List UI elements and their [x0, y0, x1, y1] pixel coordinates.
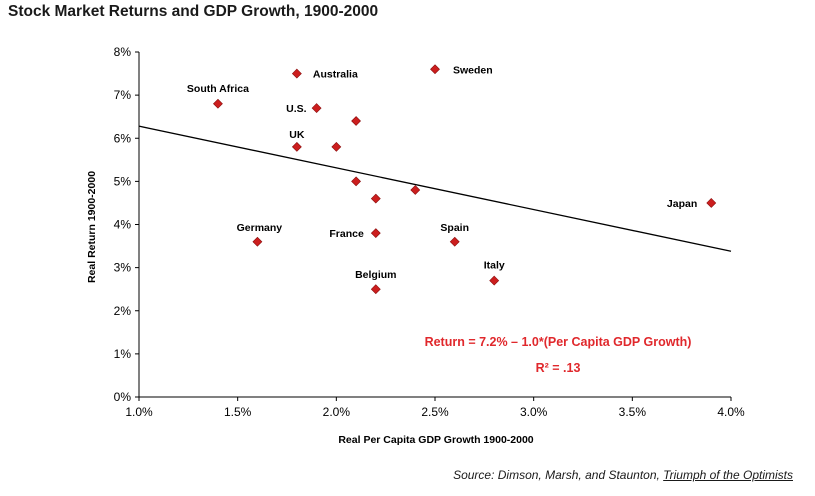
trendline: [138, 125, 732, 252]
data-point: [430, 64, 440, 75]
y-tick-label: 8%: [114, 45, 132, 59]
x-tick-label: 1.0%: [125, 405, 153, 419]
x-tick-label: 3.0%: [520, 405, 548, 419]
y-axis-title: Real Return 1900-2000: [86, 171, 98, 283]
x-tick-label: 1.5%: [224, 405, 252, 419]
y-tick-label: 0%: [114, 390, 132, 404]
data-point: [213, 98, 223, 109]
y-tick-label: 2%: [114, 304, 132, 318]
scatter-chart: 0% 1% 2% 3% 4% 5% 6% 7% 8% 1.0% 1.5% 2.0% 2.5% 3.0% 3.…: [86, 45, 745, 446]
data-point: [291, 68, 302, 79]
point-label: Japan: [667, 198, 697, 210]
regression-equation: Return = 7.2% – 1.0*(Per Capita GDP Grow…: [425, 335, 692, 349]
data-point: [370, 284, 381, 295]
point-label: Germany: [237, 222, 283, 234]
tick-labels: 0% 1% 2% 3% 4% 5% 6% 7% 8% 1.0% 1.5% 2.0% 2.5% 3.0% 3.…: [114, 45, 745, 419]
x-tick-label: 3.5%: [619, 405, 647, 419]
point-label: Italy: [484, 260, 505, 272]
data-point: [351, 116, 361, 126]
data-point: [252, 236, 263, 247]
r-squared: R² = .13: [536, 361, 581, 375]
point-label: France: [329, 228, 364, 240]
x-tick-label: 2.5%: [421, 405, 449, 419]
data-point: [370, 228, 381, 239]
x-tick-label: 4.0%: [717, 405, 745, 419]
point-label: Australia: [313, 69, 358, 81]
source-note: Source: Dimson, Marsh, and Staunton, Tri…: [453, 468, 793, 482]
point-label: Sweden: [453, 64, 493, 76]
point-label: Belgium: [355, 269, 396, 281]
point-label: U.S.: [286, 103, 307, 115]
x-tick-label: 2.0%: [323, 405, 351, 419]
y-tick-label: 5%: [114, 174, 132, 188]
y-tick-label: 6%: [114, 131, 132, 145]
chart-title: Stock Market Returns and GDP Growth, 190…: [8, 3, 379, 20]
point-labels: South Africa Australia U.S. UK Sweden Japan Ge…: [187, 64, 697, 281]
axes: [135, 51, 732, 401]
y-tick-label: 7%: [114, 88, 132, 102]
data-point: [370, 193, 381, 204]
source-book-title: Triumph of the Optimists: [663, 468, 793, 482]
data-points: [213, 64, 717, 295]
data-point: [351, 176, 361, 187]
point-label: South Africa: [187, 83, 249, 95]
data-point: [311, 103, 322, 113]
data-point: [489, 275, 500, 286]
source-prefix: Source: Dimson, Marsh, and Staunton,: [453, 468, 664, 482]
y-tick-label: 3%: [114, 261, 132, 275]
data-point: [449, 236, 460, 247]
y-tick-label: 1%: [114, 347, 132, 361]
y-tick-label: 4%: [114, 218, 132, 232]
data-point: [291, 141, 302, 152]
point-label: Spain: [440, 222, 469, 234]
data-point: [706, 198, 717, 208]
data-point: [331, 141, 342, 152]
x-axis-title: Real Per Capita GDP Growth 1900-2000: [338, 434, 533, 446]
data-point: [410, 185, 421, 195]
point-label: UK: [289, 129, 305, 141]
